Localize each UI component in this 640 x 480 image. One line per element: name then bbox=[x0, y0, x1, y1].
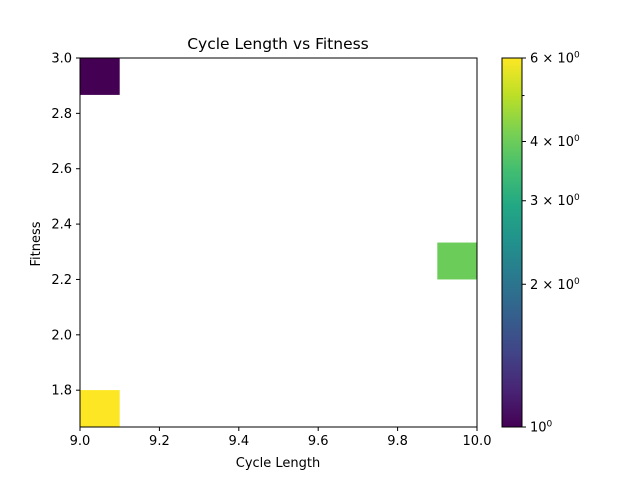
x-axis-label: Cycle Length bbox=[236, 456, 321, 471]
x-tick-label: 9.2 bbox=[149, 434, 170, 449]
y-tick-label: 2.2 bbox=[51, 273, 72, 288]
heatmap-cells bbox=[80, 58, 477, 427]
y-tick-label: 2.6 bbox=[51, 162, 72, 177]
colorbar bbox=[501, 57, 523, 428]
colorbar-tick-label: 100 bbox=[530, 420, 553, 436]
colorbar-ticks: 100 2 × 100 3 × 100 4 × 100 6 × 100 bbox=[522, 51, 580, 436]
heatmap-cell-1 bbox=[437, 242, 477, 280]
y-axis-label: Fitness bbox=[29, 221, 44, 266]
x-tick-label: 9.6 bbox=[308, 434, 329, 449]
x-tick-label: 10.0 bbox=[463, 434, 492, 449]
colorbar-tick-label: 2 × 100 bbox=[530, 277, 580, 293]
y-tick-label: 3.0 bbox=[51, 52, 72, 67]
heatmap-cell-0 bbox=[80, 58, 120, 95]
y-tick-label: 2.4 bbox=[51, 218, 72, 233]
chart-title: Cycle Length vs Fitness bbox=[187, 35, 369, 53]
plot-area-frame bbox=[79, 57, 478, 428]
heatmap-cell-2 bbox=[80, 390, 120, 427]
y-tick-label: 1.8 bbox=[51, 384, 72, 399]
colorbar-tick-label: 3 × 100 bbox=[530, 193, 580, 209]
x-tick-label: 9.8 bbox=[387, 434, 408, 449]
y-tick-label: 2.8 bbox=[51, 107, 72, 122]
colorbar-tick-label: 4 × 100 bbox=[530, 134, 580, 150]
y-axis-ticks: 1.8 2.0 2.2 2.4 2.6 2.8 3.0 bbox=[51, 52, 80, 399]
x-tick-label: 9.4 bbox=[228, 434, 249, 449]
y-tick-label: 2.0 bbox=[51, 328, 72, 343]
x-axis-ticks: 9.0 9.2 9.4 9.6 9.8 10.0 bbox=[70, 427, 492, 449]
x-tick-label: 9.0 bbox=[70, 434, 91, 449]
colorbar-tick-label: 6 × 100 bbox=[530, 51, 580, 67]
